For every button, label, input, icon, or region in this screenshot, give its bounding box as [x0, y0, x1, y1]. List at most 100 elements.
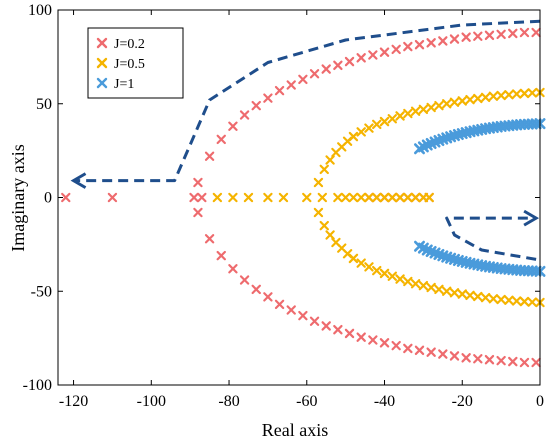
- series-j-0-5-point-upper-2: [325, 155, 335, 165]
- series-j-0-5-point-lower-29-stroke-b: [527, 297, 537, 307]
- series-j-0-2-point-lower-27: [508, 356, 518, 367]
- series-j-0-2-point-upper-2: [216, 134, 226, 145]
- series-j-0-5-point-upper-25: [496, 90, 506, 101]
- series-j-0-2-point-lower-13-stroke-b: [344, 328, 355, 339]
- series-j-0-5-point-lower-16-stroke-b: [426, 282, 436, 293]
- series-j-0-2-point-lower-25-stroke-b: [484, 354, 495, 365]
- series-j-0-2-point-lower-19: [414, 345, 425, 356]
- series-j-0-5-point-real-5-stroke-b: [302, 192, 312, 203]
- series-j-0-2-point-lower-2-stroke-b: [216, 250, 226, 261]
- series-j-0-5-point-real-19-stroke-b: [424, 192, 434, 203]
- series-j-0-2-point-real-1: [107, 192, 118, 203]
- series-j-0-5-point-lower-13: [403, 276, 413, 287]
- series-j-0-2-point-lower-24-stroke-b: [473, 354, 483, 364]
- legend-label-2: J=1: [114, 77, 134, 92]
- series-j-0-5-point-real-3-stroke-b: [263, 192, 273, 203]
- series-j-0-2-point-upper-13: [344, 56, 355, 67]
- series-j-0-2-point-lower-11-stroke-b: [321, 321, 331, 331]
- series-j-0-5-point-upper-9: [372, 119, 382, 130]
- series-j-0-2-point-lower-15: [368, 335, 378, 345]
- series-j-0-2-point-lower-1-stroke-b: [204, 234, 215, 244]
- series-j-0-5-point-real-12: [372, 192, 382, 203]
- series-j-0-2-point-upper-14: [356, 53, 366, 63]
- series-j-0-5-point-lower-7-stroke-b: [356, 258, 366, 268]
- series-j-1-point-lower-30-stroke-b: [530, 265, 542, 277]
- series-j-0-5-point-lower-1: [319, 220, 329, 231]
- series-j-0-2-point-upper-27: [508, 28, 518, 39]
- series-j-0-5-point-lower-29: [527, 297, 537, 307]
- series-j-0-5-point-upper-17-stroke-b: [434, 100, 444, 111]
- series-j-0-5-point-lower-12: [395, 274, 405, 284]
- series-j-0-2-point-upper-25-stroke-b: [484, 30, 495, 41]
- series-j-0-2-point-upper-8: [286, 80, 296, 90]
- series-j-0-5-point-real-9-stroke-b: [348, 192, 359, 203]
- y-tick-label-3: 50: [36, 96, 52, 113]
- series-j-0-2-point-upper-28-stroke-b: [519, 27, 530, 38]
- series-j-1-point-lower-4-stroke-b: [429, 247, 441, 259]
- series-j-0-5-point-lower-10-stroke-b: [379, 268, 390, 279]
- series-j-0-2-point-lower-7-stroke-b: [274, 299, 285, 310]
- series-j-0-5-point-real-6-stroke-b: [317, 192, 328, 203]
- series-j-0-5-point-lower-2-stroke-b: [325, 230, 335, 240]
- series-j-0-5-point-lower-16: [426, 282, 436, 293]
- series-j-0-2-point-lower-23: [461, 353, 471, 363]
- series-j-0-5-point-upper-20: [457, 96, 467, 106]
- series-j-0-2-point-upper-22-stroke-b: [449, 34, 460, 44]
- series-j-0-5-point-lower-28-stroke-b: [519, 296, 530, 307]
- series-j-0-5-point-real-4: [278, 192, 289, 203]
- series-j-0-5-point-lower-21: [465, 290, 475, 301]
- series-j-0-5-point-lower-0-stroke-b: [313, 207, 324, 218]
- series-j-0-5-point-real-8-stroke-b: [340, 192, 351, 203]
- legend-marker-b-1: [96, 57, 108, 69]
- series-j-0-2-point-lower-7: [274, 299, 285, 310]
- series-j-0-5-point-real-19: [424, 192, 434, 203]
- x-tick-label-5: -20: [452, 393, 473, 410]
- series-j-0-5-point-upper-2-stroke-b: [325, 155, 335, 165]
- series-j-0-5-point-upper-14-stroke-b: [410, 106, 421, 116]
- series-j-0-2-point-upper-7-stroke-b: [274, 85, 285, 96]
- series-j-0-2-point-upper-29: [531, 27, 541, 38]
- series-j-0-2-point-lower-21: [438, 349, 448, 359]
- series-j-0-2-point-real-2-stroke-b: [189, 192, 199, 203]
- series-j-0-2-point-upper-10-stroke-b: [309, 69, 320, 79]
- series-j-0-2-point-upper-17: [391, 44, 401, 55]
- series-j-0-2-point-upper-21-stroke-b: [438, 36, 448, 46]
- series-j-0-2-point-upper-5-stroke-b: [251, 100, 261, 111]
- series-j-0-5-point-upper-1: [319, 164, 329, 175]
- series-j-0-5-point-real-9: [348, 192, 359, 203]
- series-j-0-2-point-upper-16: [379, 47, 390, 57]
- series-j-0-5-point-lower-20-stroke-b: [457, 289, 467, 299]
- series-j-0-2-point-upper-24: [473, 31, 483, 41]
- y-tick-label-1: -50: [31, 283, 52, 300]
- series-j-0-5-point-upper-25-stroke-b: [496, 90, 506, 101]
- series-j-0-5-point-real-16: [403, 192, 413, 203]
- series-j-0-2-point-upper-10: [309, 69, 320, 79]
- series-j-0-2-point-upper-3-stroke-b: [228, 121, 238, 131]
- series-j-0-5-point-lower-22-stroke-b: [473, 291, 483, 302]
- series-j-0-2-point-lower-22-stroke-b: [449, 351, 460, 361]
- series-j-0-5-point-real-8: [340, 192, 351, 203]
- axes: -120 -100 -80 -60 -40 -20 0 -100 -50 0 50 100: [23, 2, 544, 410]
- series-j-0-5-point-upper-29-stroke-b: [527, 88, 537, 98]
- series-j-0-2-point-upper-14-stroke-b: [356, 53, 366, 63]
- series-j-0-5-point-real-15: [395, 192, 405, 203]
- series-j-1-point-lower-2-stroke-b: [421, 244, 433, 256]
- series-j-0-5-point-real-13-stroke-b: [379, 192, 390, 203]
- series-j-0-2-point-lower-12-stroke-b: [333, 324, 343, 335]
- series-j-0-5-point-lower-19-stroke-b: [449, 288, 460, 298]
- series-j-0-5-point-lower-4-stroke-b: [337, 243, 347, 253]
- series-j-0-2-point-upper-23: [461, 32, 471, 42]
- series-j-0-2-point-lower-21-stroke-b: [438, 349, 448, 359]
- series-j-0-5-point-lower-2: [325, 230, 335, 240]
- series-j-1-point-lower-3-stroke-b: [425, 246, 437, 257]
- series-j-0-2-point-lower-9-stroke-b: [298, 310, 308, 321]
- series-j-0-2-point-lower-4: [239, 275, 250, 285]
- series-j-0-2-point-lower-0-stroke-b: [193, 207, 203, 218]
- series-j-0-5-point-upper-15-stroke-b: [418, 104, 429, 115]
- series-j-0-2-point-lower-20: [426, 347, 436, 357]
- series-j-0-5-point-lower-26: [504, 295, 514, 305]
- series-j-0-2-point-upper-26: [496, 29, 506, 40]
- legend-marker-b-2: [96, 77, 108, 89]
- series-j-0-2-point-lower-18: [403, 343, 413, 354]
- x-tick-label-3: -60: [296, 393, 317, 410]
